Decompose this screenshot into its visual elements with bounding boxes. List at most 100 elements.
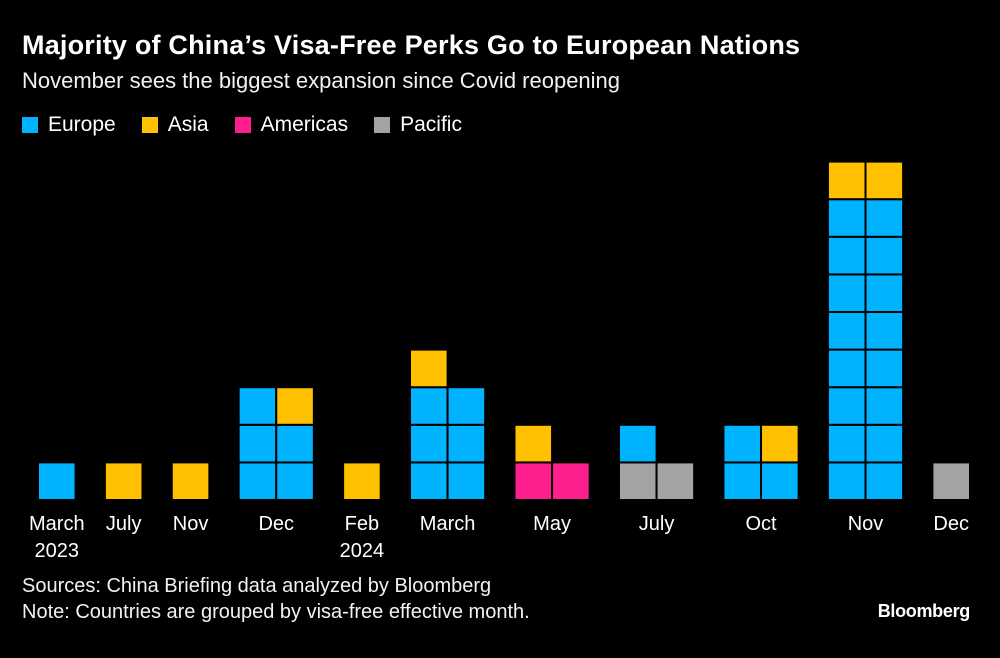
chart-subtitle: November sees the biggest expansion sinc… — [22, 68, 621, 93]
category-group — [237, 386, 315, 501]
bar-unit-europe — [864, 235, 905, 276]
bar-unit-asia — [342, 461, 382, 501]
legend: Europe Asia Americas Pacific — [22, 113, 488, 137]
x-tick-text: Dec — [258, 513, 294, 535]
bar-unit-europe — [826, 311, 867, 351]
bar-unit-asia — [275, 386, 315, 426]
bar-unit-europe — [864, 386, 905, 426]
bar-unit-europe — [760, 461, 800, 501]
bar-unit-asia — [170, 461, 211, 501]
bar-unit-europe — [237, 386, 278, 426]
legend-label-europe: Europe — [48, 113, 116, 136]
x-tick-label: Dec — [258, 513, 294, 535]
bar-unit-europe — [446, 386, 487, 426]
x-tick-text: Oct — [745, 513, 777, 535]
x-tick-text: Nov — [848, 513, 884, 535]
bar-unit-europe — [826, 348, 867, 389]
bar-unit-europe — [446, 461, 487, 501]
x-tick-text: Feb — [345, 513, 379, 535]
x-tick-text: Nov — [173, 513, 209, 535]
x-tick-text: May — [533, 513, 571, 535]
x-tick-text: July — [639, 513, 675, 535]
category-group — [103, 461, 144, 501]
legend-swatch-europe — [22, 117, 38, 133]
bloomberg-logo: Bloomberg — [877, 601, 971, 621]
bar-unit-europe — [864, 198, 905, 238]
x-tick-text: July — [106, 513, 142, 535]
bar-unit-europe — [864, 461, 905, 501]
bar-unit-europe — [864, 273, 905, 313]
bar-unit-europe — [446, 423, 487, 464]
bar-unit-asia — [864, 160, 905, 201]
bar-unit-europe — [409, 423, 449, 464]
category-group — [409, 348, 487, 501]
x-tick-text: March — [420, 513, 476, 535]
x-tick-label: May — [533, 513, 571, 535]
bar-unit-pacific — [655, 461, 696, 501]
category-group — [722, 423, 800, 501]
bar-unit-pacific — [931, 461, 972, 501]
legend-label-pacific: Pacific — [400, 113, 462, 136]
bar-unit-europe — [864, 423, 905, 464]
bar-unit-europe — [275, 461, 315, 501]
bar-unit-europe — [826, 235, 867, 276]
legend-item-pacific: Pacific — [374, 113, 462, 137]
bar-unit-asia — [513, 423, 554, 464]
bar-unit-europe — [37, 461, 77, 501]
x-tick-label: July — [639, 513, 675, 535]
bar-unit-europe — [617, 423, 658, 464]
bar-unit-europe — [826, 386, 867, 426]
bar-unit-europe — [864, 311, 905, 351]
category-group — [826, 160, 905, 501]
bar-unit-europe — [826, 273, 867, 313]
category-group — [170, 461, 211, 501]
legend-label-asia: Asia — [167, 113, 209, 136]
category-group — [37, 461, 77, 501]
x-tick-label: Nov — [848, 513, 884, 535]
bar-unit-asia — [760, 423, 800, 464]
legend-label-americas: Americas — [260, 113, 349, 136]
x-tick-label: July — [106, 513, 142, 535]
bar-unit-americas — [551, 461, 591, 501]
bar-unit-europe — [409, 461, 449, 501]
bar-unit-europe — [722, 461, 763, 501]
bar-unit-europe — [722, 423, 763, 464]
category-group — [617, 423, 696, 501]
bar-unit-pacific — [617, 461, 658, 501]
x-tick-label: Feb 2024 — [340, 513, 385, 562]
bar-unit-europe — [237, 461, 278, 501]
note-text: Note: Countries are grouped by visa-free… — [22, 601, 530, 623]
legend-swatch-americas — [234, 117, 251, 133]
bar-unit-europe — [826, 198, 867, 238]
x-tick-text: Dec — [933, 513, 969, 535]
legend-item-asia: Asia — [141, 113, 209, 137]
x-tick-text: 2023 — [35, 540, 80, 562]
bar-unit-europe — [275, 423, 315, 464]
chart-title: Majority of China’s Visa-Free Perks Go t… — [22, 30, 801, 60]
bar-unit-asia — [826, 160, 867, 201]
legend-item-americas: Americas — [234, 113, 349, 137]
x-tick-text: March — [29, 513, 85, 535]
source-text: Sources: China Briefing data analyzed by… — [22, 575, 492, 597]
legend-swatch-asia — [141, 117, 158, 133]
bar-unit-americas — [513, 461, 554, 501]
bar-unit-europe — [237, 423, 278, 464]
legend-swatch-pacific — [374, 117, 391, 133]
bar-unit-europe — [409, 386, 449, 426]
x-tick-label: March — [420, 513, 476, 535]
category-group — [342, 461, 382, 501]
category-group — [931, 461, 972, 501]
bar-unit-asia — [103, 461, 144, 501]
category-group — [513, 423, 591, 501]
x-tick-label: March 2023 — [29, 513, 85, 562]
x-tick-label: Dec — [933, 513, 969, 535]
x-tick-label: Oct — [745, 513, 777, 535]
x-tick-text: 2024 — [340, 540, 385, 562]
bar-unit-asia — [409, 348, 449, 389]
bar-unit-europe — [826, 461, 867, 501]
legend-item-europe: Europe — [22, 113, 116, 137]
bar-unit-europe — [864, 348, 905, 389]
bar-unit-europe — [826, 423, 867, 464]
x-tick-label: Nov — [173, 513, 209, 535]
